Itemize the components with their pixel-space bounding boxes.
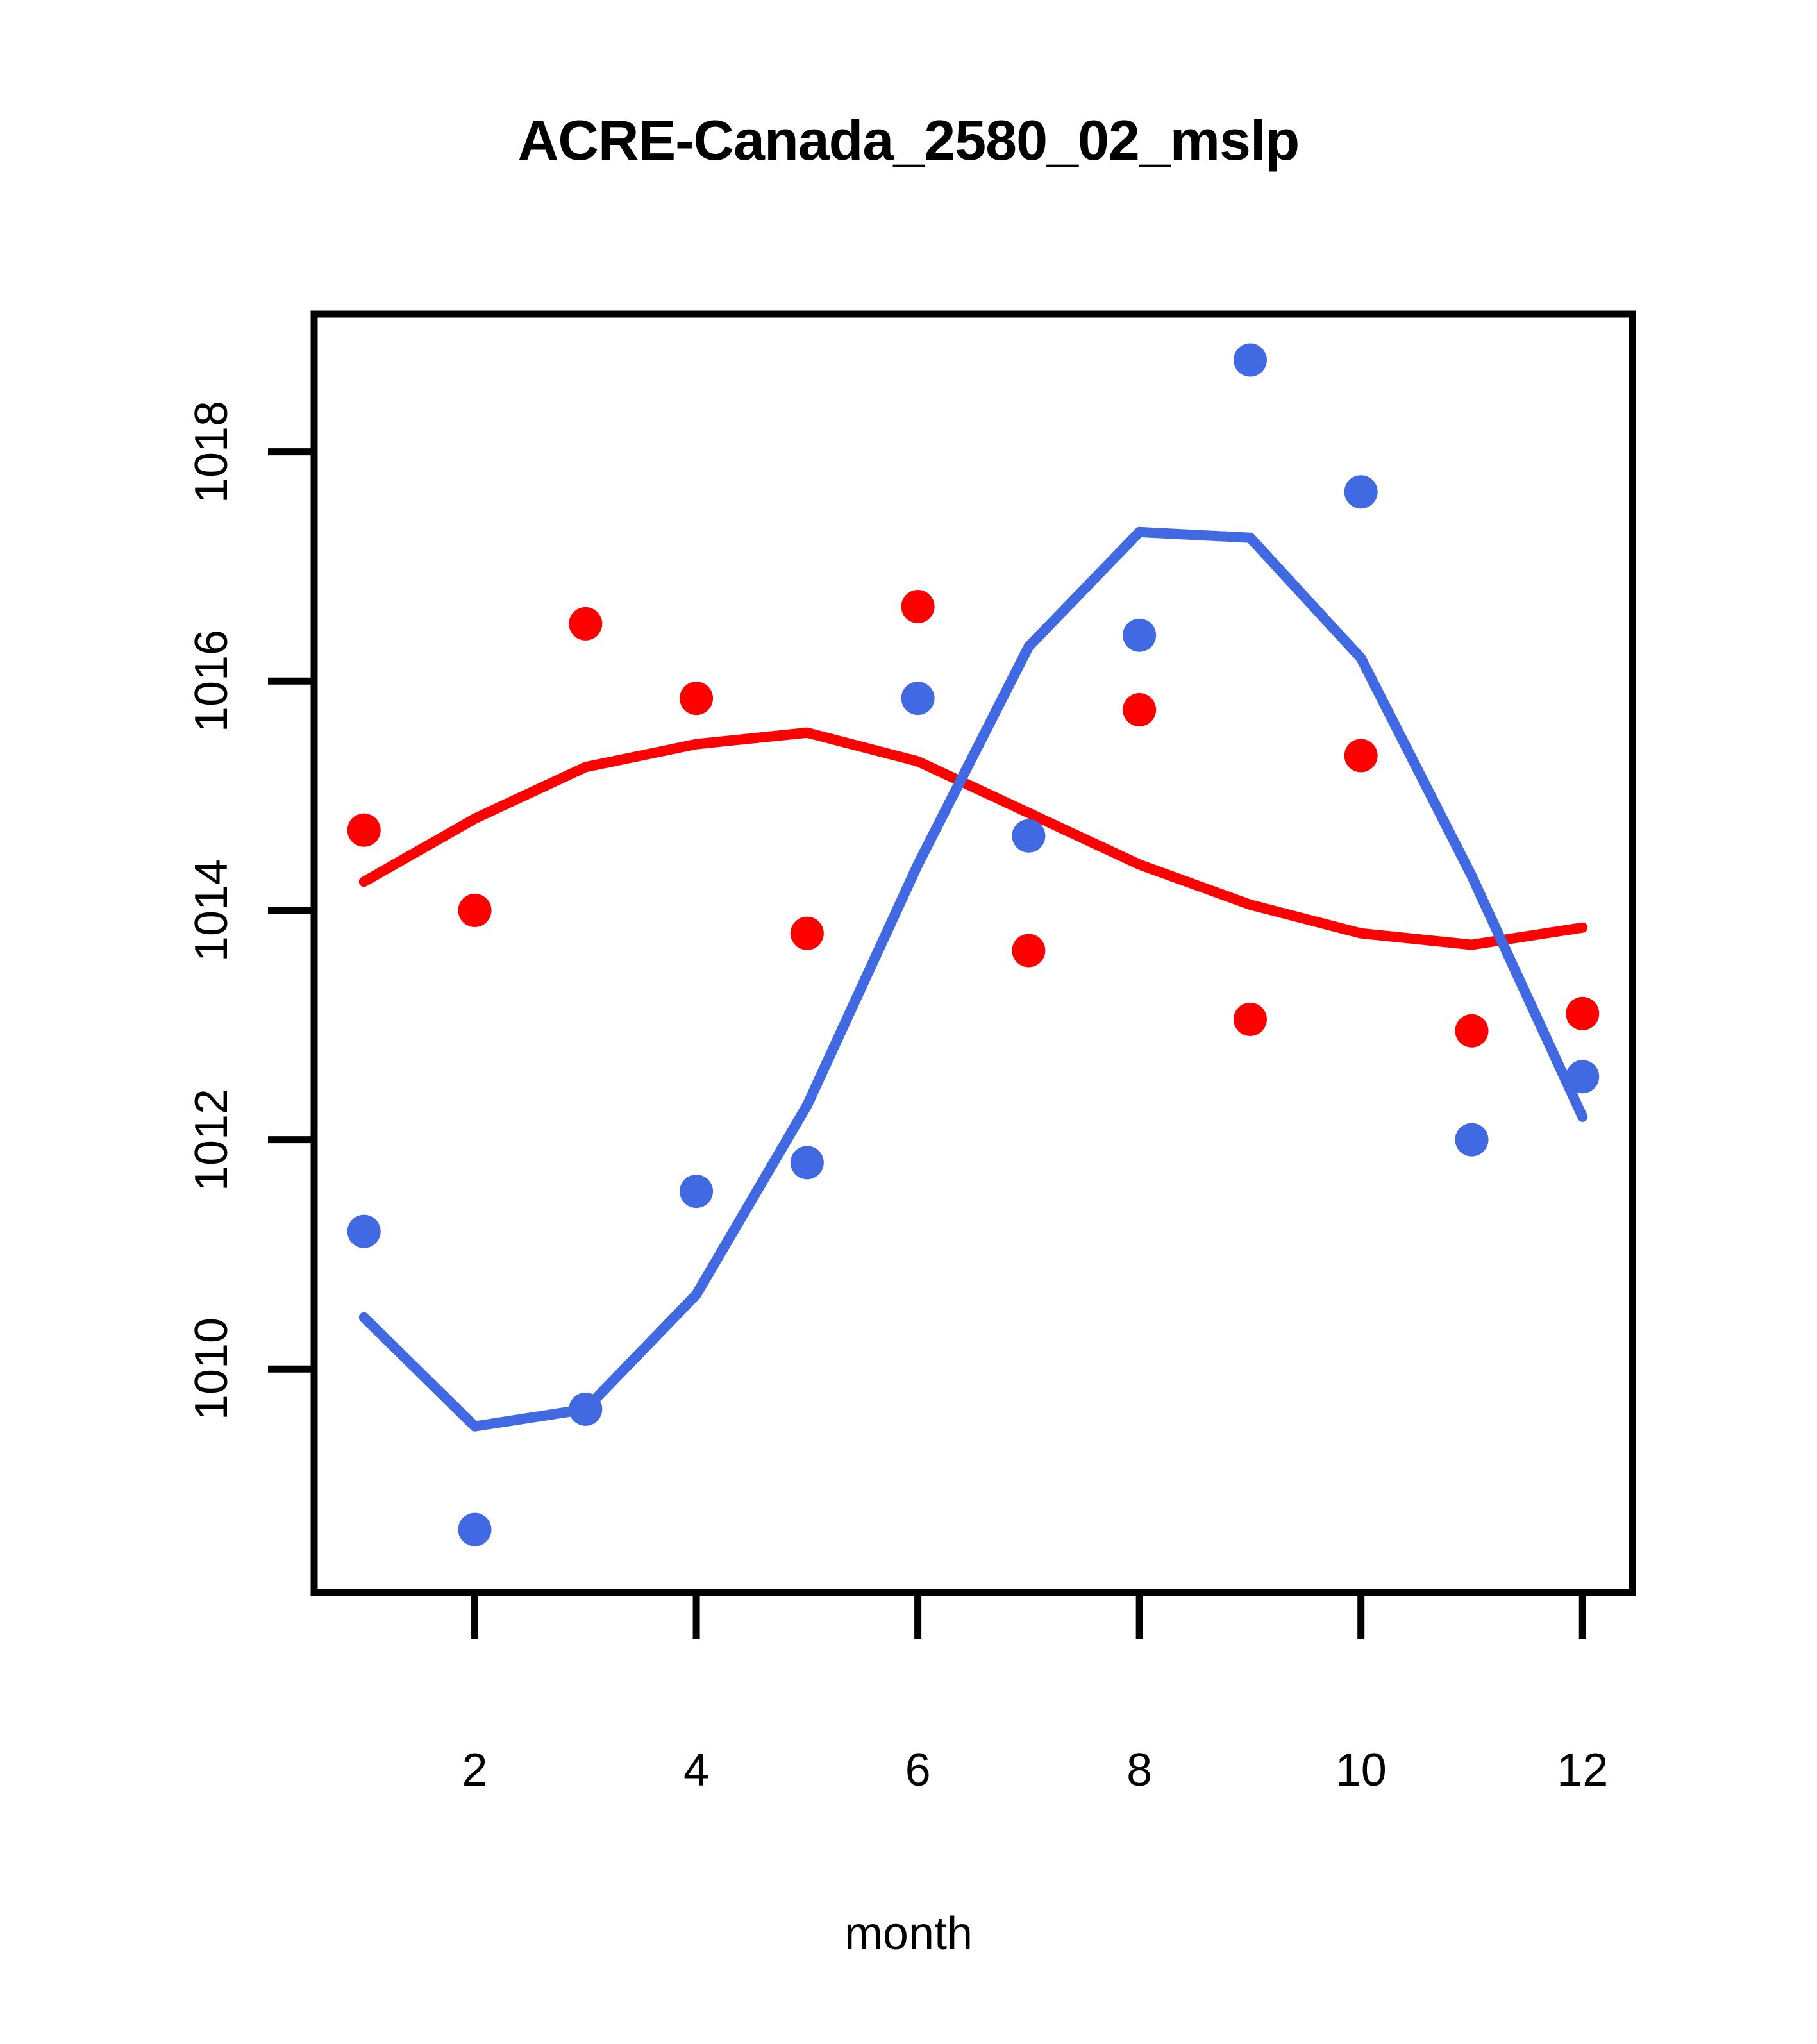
- data-point: [680, 682, 714, 716]
- blue-data-points: [347, 343, 1600, 1546]
- data-point: [790, 916, 824, 950]
- y-axis-tick-label: 1014: [186, 859, 237, 962]
- red-smooth-line: [358, 727, 1588, 950]
- data-point: [790, 1146, 824, 1180]
- data-point: [1344, 739, 1378, 773]
- data-point: [458, 1512, 492, 1546]
- data-point: [347, 1214, 381, 1248]
- y-axis-tick-label: 1012: [186, 1088, 237, 1191]
- y-axis-tick-label: 1016: [186, 630, 237, 733]
- data-point: [1566, 1060, 1600, 1094]
- x-axis-tick-label: 2: [462, 1745, 488, 1796]
- data-point: [569, 607, 603, 641]
- x-axis-ticks: [471, 1593, 1586, 1639]
- data-point: [569, 1392, 603, 1426]
- x-axis-tick-label: 6: [905, 1745, 931, 1796]
- x-axis-tick-label: 4: [683, 1745, 710, 1796]
- x-axis-tick-label: 12: [1557, 1745, 1609, 1796]
- red-trend-line: [358, 727, 1588, 950]
- x-axis-tick-label: 8: [1126, 1745, 1153, 1796]
- blue-smooth-line: [358, 526, 1588, 1432]
- data-point: [1566, 996, 1600, 1030]
- data-point: [1123, 692, 1157, 726]
- data-point: [680, 1175, 714, 1209]
- data-point: [1455, 1123, 1489, 1157]
- page-title: ACRE-Canada_2580_02_mslp: [517, 108, 1300, 172]
- blue-trend-line: [358, 526, 1588, 1432]
- y-axis-tick-label: 1018: [186, 400, 237, 503]
- data-point: [1012, 934, 1046, 968]
- data-point: [1012, 819, 1046, 853]
- y-axis-ticks: [268, 448, 314, 1373]
- data-point: [1344, 475, 1378, 509]
- data-point: [458, 893, 492, 927]
- data-point: [1123, 618, 1157, 652]
- data-point: [901, 590, 935, 624]
- red-data-points: [347, 590, 1600, 1048]
- x-axis-tick-label: 10: [1335, 1745, 1387, 1796]
- plot-frame: [310, 310, 1636, 1596]
- data-point: [347, 813, 381, 847]
- data-point: [1233, 343, 1267, 377]
- data-point: [901, 682, 935, 716]
- y-axis-tick-label: 1010: [186, 1318, 237, 1421]
- data-point: [1233, 1002, 1267, 1036]
- data-point: [1455, 1014, 1489, 1048]
- x-axis-label: month: [844, 1908, 973, 1959]
